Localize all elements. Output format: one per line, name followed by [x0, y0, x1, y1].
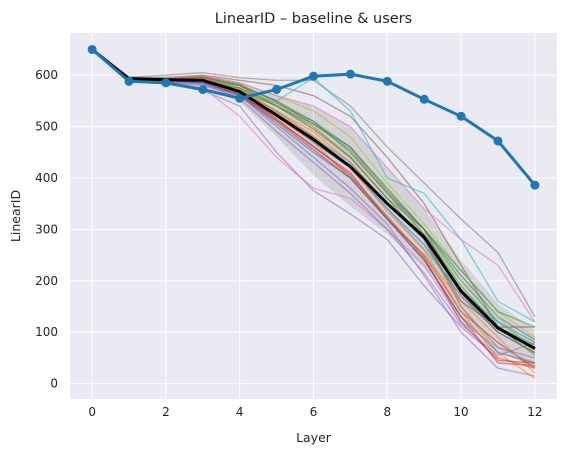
y-tick-label: 500 — [35, 120, 58, 134]
x-tick-label: 12 — [527, 405, 542, 419]
chart-title: LinearID – baseline & users — [215, 11, 412, 27]
y-tick-label: 600 — [35, 68, 58, 82]
baseline-point — [272, 85, 282, 95]
x-tick-label: 6 — [310, 405, 318, 419]
y-tick-label: 300 — [35, 222, 58, 236]
y-tick-label: 200 — [35, 274, 58, 288]
x-tick-labels: 0 2 4 6 8 10 12 — [88, 405, 542, 419]
baseline-point — [235, 93, 245, 103]
baseline-point — [382, 76, 392, 86]
y-tick-label: 0 — [50, 377, 58, 391]
y-tick-labels: 0 100 200 300 400 500 600 — [35, 68, 58, 390]
baseline-point — [530, 180, 540, 190]
baseline-point — [309, 71, 318, 81]
x-tick-label: 2 — [162, 405, 170, 419]
x-tick-label: 8 — [383, 405, 391, 419]
baseline-point — [161, 78, 171, 88]
y-tick-label: 100 — [35, 325, 58, 339]
baseline-point — [419, 94, 429, 104]
baseline-point — [456, 111, 466, 121]
x-tick-label: 4 — [236, 405, 244, 419]
x-tick-label: 0 — [88, 405, 96, 419]
baseline-point — [87, 44, 97, 54]
y-axis-label: LinearID — [8, 190, 23, 242]
baseline-point — [345, 69, 355, 79]
y-tick-label: 400 — [35, 171, 58, 185]
baseline-point — [124, 76, 134, 86]
x-axis-label: Layer — [296, 430, 332, 445]
baseline-line-group — [87, 44, 540, 190]
baseline-point — [198, 85, 208, 95]
baseline-point — [493, 136, 503, 146]
x-tick-label: 10 — [453, 405, 468, 419]
user-line-17 — [91, 48, 536, 323]
